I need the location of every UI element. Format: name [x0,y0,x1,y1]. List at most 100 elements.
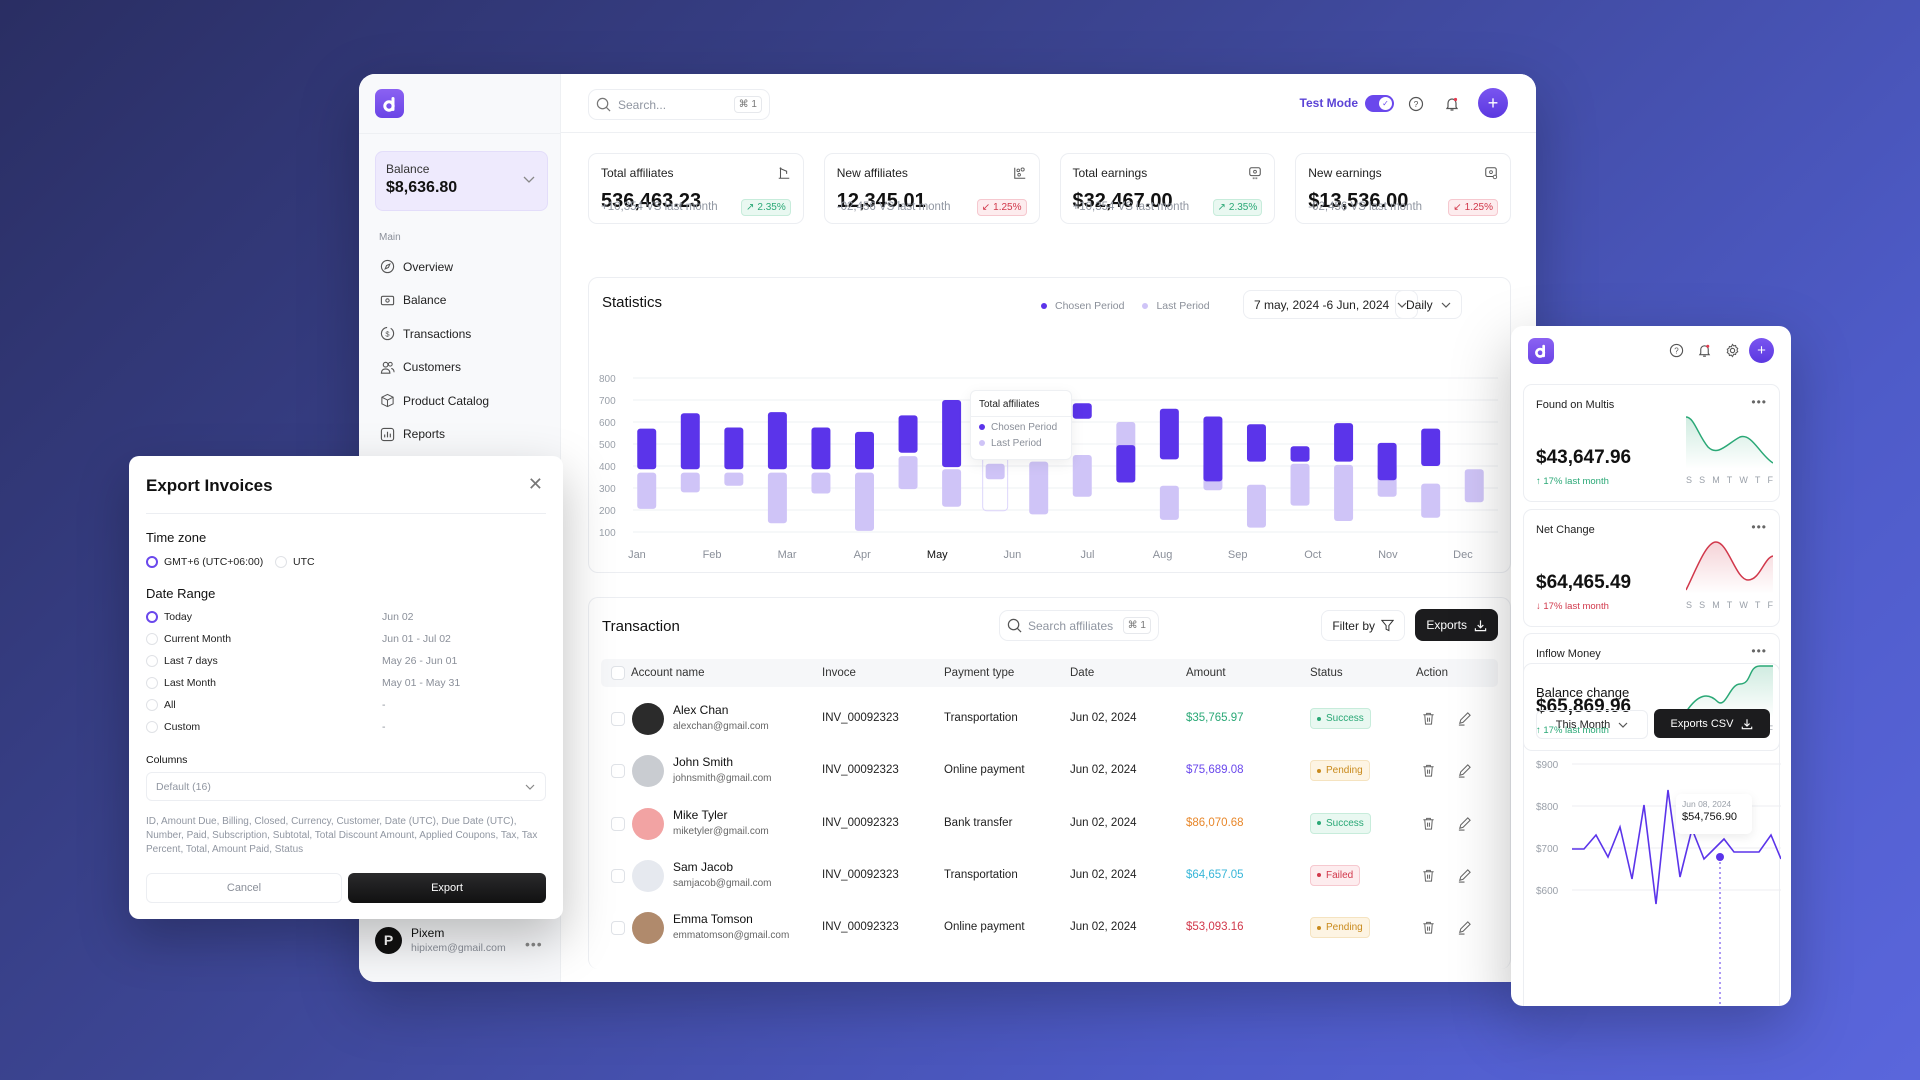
metric-change: ↓ 17% last month [1536,601,1609,612]
app-logo[interactable] [1528,338,1554,364]
metric-value: $64,465.49 [1536,571,1632,593]
edit-icon[interactable] [1457,868,1472,883]
gear-icon[interactable] [1725,343,1740,358]
help-icon[interactable]: ? [1408,96,1424,112]
radio-range-today[interactable]: Today [146,611,192,623]
radio-range-last-7-days[interactable]: Last 7 days [146,655,218,667]
help-icon[interactable]: ? [1669,343,1684,358]
period-select[interactable]: This Month [1536,710,1648,739]
row-checkbox[interactable] [611,816,625,831]
radio-range-custom[interactable]: Custom [146,721,200,733]
chart-tooltip: Jun 08, 2024 $54,756.90 [1676,794,1752,834]
exports-csv-button[interactable]: Exports CSV [1654,709,1770,738]
bell-icon[interactable] [1444,96,1460,112]
add-button[interactable]: + [1749,338,1774,363]
download-icon [1742,718,1753,729]
sidebar-item-balance[interactable]: Balance [380,284,550,318]
row-checkbox[interactable] [611,921,625,936]
date-range-select[interactable]: 7 may, 2024 -6 Jun, 2024 [1243,290,1419,319]
radio-timezone-utc[interactable]: UTC [275,556,315,568]
cancel-button[interactable]: Cancel [146,873,342,903]
chevron-down-icon [1441,302,1451,308]
trash-icon[interactable] [1421,920,1436,935]
table-row[interactable]: Emma Tomson emmatomson@gmail.com INV_000… [601,902,1498,954]
more-icon[interactable]: ••• [1751,519,1767,534]
money-icon [1249,167,1262,180]
test-mode-toggle[interactable]: ✓ [1365,95,1394,112]
radio-icon [146,556,158,568]
row-checkbox[interactable] [611,868,625,883]
chart-legend: Chosen Period Last Period [1041,300,1210,312]
day-label: S [1699,475,1706,485]
search-affiliates-input[interactable]: Search affiliates ⌘ 1 [999,610,1159,641]
svg-text:800: 800 [599,374,616,385]
sidebar-item-reports[interactable]: Reports [380,418,550,452]
edit-icon[interactable] [1457,816,1472,831]
close-icon[interactable]: ✕ [527,474,543,494]
amount: $53,093.16 [1186,921,1244,934]
kpi-title: New earnings [1308,166,1382,180]
trash-icon[interactable] [1421,711,1436,726]
status-label: Pending [1326,765,1363,777]
avatar [632,912,664,945]
edit-icon[interactable] [1457,920,1472,935]
radio-range-current-month[interactable]: Current Month [146,633,231,645]
kpi-value: $13,536.00 [1308,190,1409,212]
add-button[interactable]: + [1478,88,1508,118]
payment-type: Bank transfer [944,816,1013,829]
day-label: T [1754,475,1761,485]
bar-chart-icon [380,427,395,441]
sidebar-item-overview[interactable]: Overview [380,250,550,284]
status-label: Failed [1326,869,1354,881]
table-header: Account name Invoce Payment type Date Am… [601,659,1498,687]
users-icon [380,361,395,374]
edit-icon[interactable] [1457,763,1472,778]
bell-icon[interactable] [1697,343,1712,358]
row-checkbox[interactable] [611,712,625,726]
account-email: samjacob@gmail.com [673,877,772,889]
edit-icon[interactable] [1457,711,1472,726]
divider [359,133,560,134]
select-all-checkbox[interactable] [611,666,625,680]
metric-title: Net Change [1536,523,1595,536]
transactions-title: Transaction [602,618,680,635]
trash-icon[interactable] [1421,763,1436,778]
balance-line-chart[interactable]: $900 $800 $700 $600 [1524,749,1781,1006]
radio-timezone-gmt6[interactable]: GMT+6 (UTC+06:00) [146,556,263,568]
payment-type: Online payment [944,764,1025,777]
sidebar-item-product-catalog[interactable]: Product Catalog [380,384,550,418]
invoice: INV_00092323 [822,816,899,829]
export-invoices-modal: Export Invoices ✕ Time zone GMT+6 (UTC+0… [129,456,563,919]
table-row[interactable]: Mike Tyler miketyler@gmail.com INV_00092… [601,798,1498,850]
kpi-value: 536,463.23 [601,190,702,212]
columns-select[interactable]: Default (16) [146,772,546,801]
table-row[interactable]: Alex Chan alexchan@gmail.com INV_0009232… [601,693,1498,745]
filter-button[interactable]: Filter by [1321,610,1405,641]
statistics-bar-chart[interactable]: 100 200 300 400 500 600 700 800 Jan Feb Mar Apr May J… [589,328,1510,568]
sidebar-item-customers[interactable]: Customers [380,351,550,385]
radio-label: All [164,699,176,711]
table-row[interactable]: John Smith johnsmith@gmail.com INV_00092… [601,745,1498,797]
balance-selector[interactable]: Balance $8,636.80 [375,151,548,211]
user-profile[interactable]: P Pixem hipixem@gmail.com [375,926,506,954]
trash-icon[interactable] [1421,816,1436,831]
radio-range-last-month[interactable]: Last Month [146,677,216,689]
more-icon[interactable]: ••• [1751,644,1767,658]
kpi-card-new-earnings: New earnings $13,536.00 -02,456 VS last … [1295,153,1511,224]
more-icon[interactable]: ••• [1751,395,1767,409]
row-checkbox[interactable] [611,764,625,779]
sidebar-item-transactions[interactable]: $ Transactions [380,317,550,351]
status-label: Success [1326,817,1364,829]
granularity-select[interactable]: Daily [1395,290,1462,319]
export-button[interactable]: Export [348,873,546,903]
exports-button[interactable]: Exports [1415,609,1498,641]
search-input[interactable]: Search... ⌘ 1 [588,89,770,120]
main-content: Search... ⌘ 1 Test Mode ✓ ? + Total affi… [561,74,1536,982]
more-icon[interactable]: ••• [525,936,543,952]
chart-tooltip: Total affiliates Chosen Period Last Peri… [970,390,1072,460]
trash-icon[interactable] [1421,868,1436,883]
radio-range-all[interactable]: All [146,699,176,711]
change-label: 17% last month [1543,600,1609,612]
table-row[interactable]: Sam Jacob samjacob@gmail.com INV_0009232… [601,850,1498,902]
app-logo[interactable] [375,89,404,118]
